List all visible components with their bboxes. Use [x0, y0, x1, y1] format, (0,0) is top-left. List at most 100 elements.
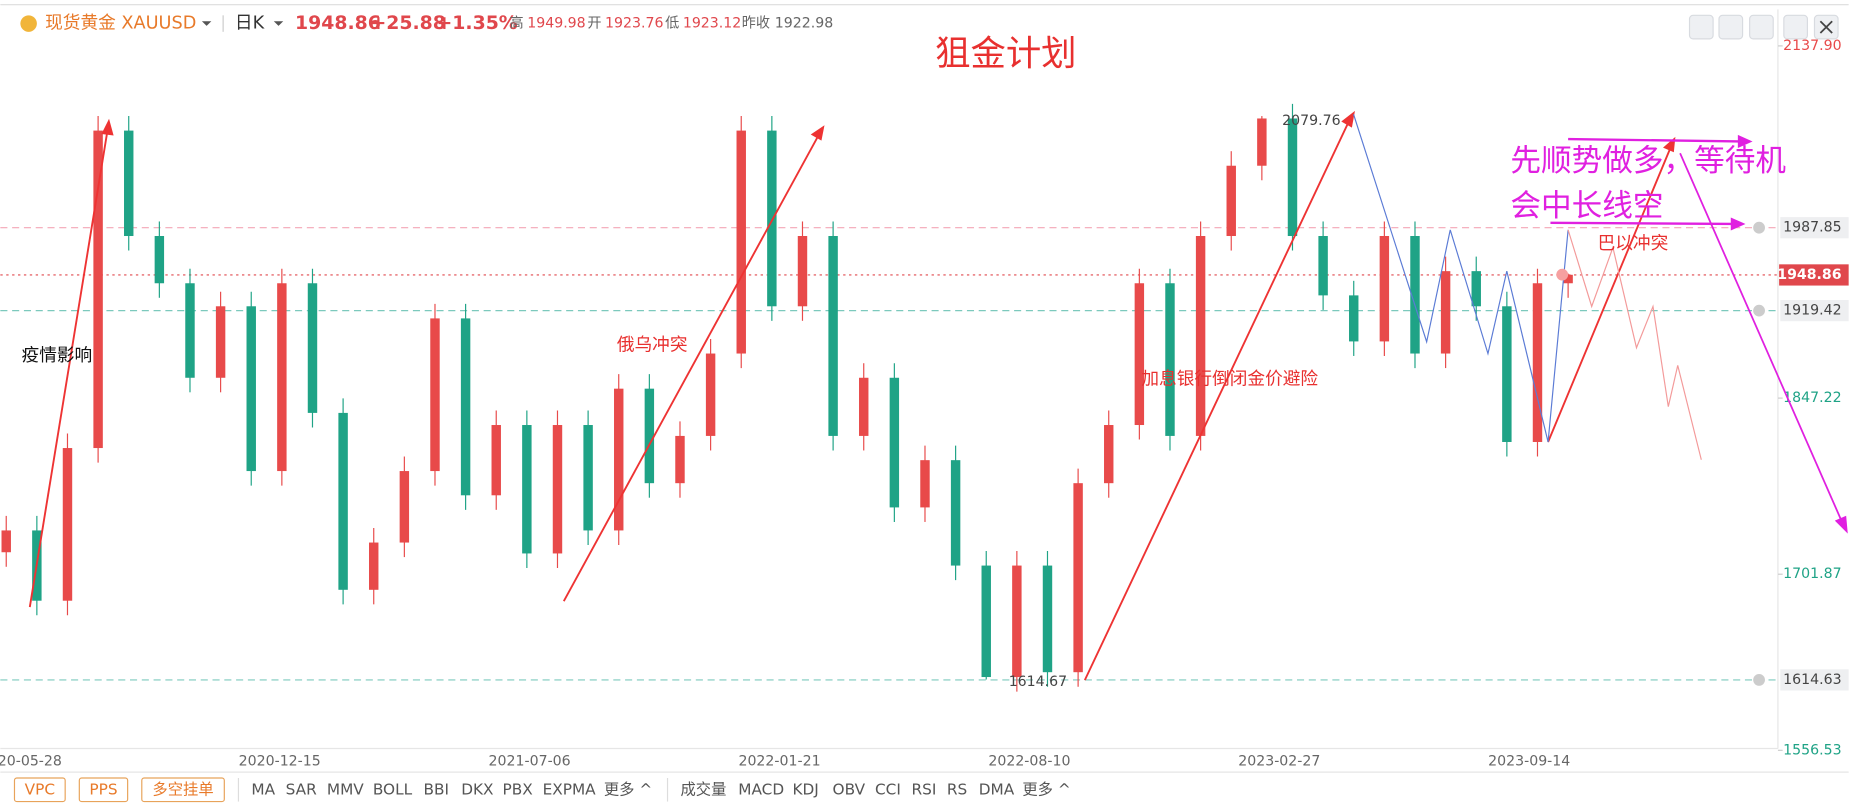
candle-body	[1563, 274, 1573, 284]
change: +25.88	[370, 12, 445, 34]
arrow-head	[1663, 136, 1676, 153]
price-label-box	[1780, 669, 1849, 691]
price-label-box	[1780, 217, 1849, 239]
tool-button[interactable]	[1688, 14, 1714, 40]
tool-button[interactable]	[1749, 14, 1774, 40]
arrow	[1083, 121, 1350, 681]
last-price-label: 1948.86	[1777, 267, 1842, 283]
x-tick-label: 2020-12-15	[239, 753, 321, 769]
symbol[interactable]: 现货黄金 XAUUSD	[45, 13, 196, 34]
bottom-toolbar: VPC PPS 多空挂单 MA SAR MMV BOLL BBI DKX PBX EXPMA 更多 ^…	[13, 777, 1071, 803]
arrow	[1547, 146, 1672, 443]
indicator[interactable]: RS	[947, 780, 967, 798]
toolbar-button[interactable]	[78, 777, 129, 803]
arrow	[1550, 221, 1734, 226]
candle-body	[981, 565, 991, 678]
candle-body	[1195, 236, 1206, 436]
stat-name: 昨收	[742, 16, 770, 32]
annotation: 俄乌冲突	[617, 334, 688, 355]
indicator[interactable]: KDJ	[792, 780, 818, 798]
change-pct: +1.35%	[436, 12, 517, 34]
candle-body	[767, 130, 777, 307]
candle-body	[1165, 283, 1175, 436]
candle-body	[1471, 271, 1481, 307]
candle-body	[583, 425, 593, 531]
candle-body	[154, 236, 165, 284]
candle-body	[859, 377, 869, 436]
candle-body	[491, 425, 501, 496]
stat-value: 1923.12	[683, 16, 741, 32]
x-tick-label: 2022-08-10	[988, 753, 1070, 769]
indicator[interactable]: BBI	[424, 780, 450, 798]
plot-area: 2137.90 1847.22 1701.87 1556.53 1987.85 1919.…	[0, 38, 1849, 769]
candle-body	[1, 530, 11, 553]
candle-body	[920, 460, 930, 508]
indicator[interactable]: 成交量	[680, 780, 726, 798]
arrow-head	[101, 118, 114, 136]
candle-body	[369, 542, 379, 590]
indicator[interactable]: SAR	[286, 780, 317, 798]
annotation: 加息银行倒闭金价避险	[1141, 369, 1318, 390]
indicator[interactable]: MACD	[738, 780, 784, 798]
plan-arrows	[1550, 134, 1848, 534]
alert-icon	[1753, 221, 1765, 234]
indicator[interactable]: 更多 ^	[1022, 780, 1070, 798]
annotation: 先顺势做多，等待机	[1510, 144, 1786, 179]
candle-body	[644, 388, 655, 484]
toolbar-button[interactable]	[13, 777, 66, 803]
stat-name: 高	[510, 15, 524, 32]
indicator[interactable]: CCI	[875, 780, 901, 798]
candle-body	[185, 283, 195, 378]
candle-body	[614, 388, 624, 531]
indicator[interactable]: RSI	[912, 780, 937, 798]
tool-button[interactable]	[1783, 14, 1808, 40]
current-dot	[1556, 268, 1569, 281]
tool-icons	[1688, 14, 1839, 40]
projection-line	[1567, 229, 1702, 460]
alert-icon	[1753, 304, 1765, 317]
dropdown[interactable]	[273, 21, 284, 26]
annotation: 会中长线空	[1510, 189, 1663, 224]
arrow-head	[1737, 134, 1753, 148]
indicator[interactable]: DMA	[979, 780, 1015, 798]
price-line-label: 1614.63	[1783, 672, 1841, 688]
candle-body	[1042, 565, 1053, 673]
candle-body	[522, 425, 532, 554]
x-tick-label: 2021-07-06	[489, 753, 571, 769]
toolbar-button-label[interactable]: PPS	[89, 780, 117, 798]
candle-body	[1318, 236, 1328, 296]
candle-body	[1379, 236, 1390, 342]
close-icon	[1819, 20, 1833, 34]
arrow-head	[810, 125, 825, 141]
price-label-box	[1780, 300, 1849, 322]
toolbar-button-label[interactable]: 多空挂单	[152, 780, 213, 798]
arrow	[28, 129, 109, 608]
toolbar-button[interactable]	[141, 777, 225, 803]
indicator[interactable]: MA	[251, 780, 275, 798]
x-tick-label: 20-05-28	[0, 753, 62, 769]
trend-arrows	[28, 110, 1676, 681]
indicator[interactable]: OBV	[833, 780, 866, 798]
indicator[interactable]: DKX	[461, 780, 494, 798]
indicator[interactable]: PBX	[502, 780, 533, 798]
indicator[interactable]: BOLL	[373, 780, 413, 798]
candle-body	[1410, 236, 1420, 354]
candle-body	[705, 353, 716, 436]
wave-line	[1353, 114, 1569, 443]
price: 1948.86	[295, 12, 381, 34]
dropdown[interactable]	[201, 21, 212, 26]
indicator[interactable]: MMV	[327, 780, 364, 798]
indicator[interactable]: EXPMA	[543, 780, 597, 798]
y-tick-label: 1847.22	[1783, 390, 1841, 406]
chart-title: 狙金计划	[935, 33, 1076, 74]
candle-body	[889, 377, 900, 508]
candle-body	[430, 318, 440, 472]
stat-value: 1949.98	[527, 16, 585, 32]
period[interactable]: 日K	[235, 14, 265, 34]
indicator[interactable]: 更多 ^	[604, 780, 652, 798]
tool-button[interactable]	[1718, 14, 1744, 40]
toolbar-button-label[interactable]: VPC	[25, 780, 55, 798]
candle-body	[338, 412, 348, 590]
x-tick-label: 2022-01-21	[738, 753, 820, 769]
